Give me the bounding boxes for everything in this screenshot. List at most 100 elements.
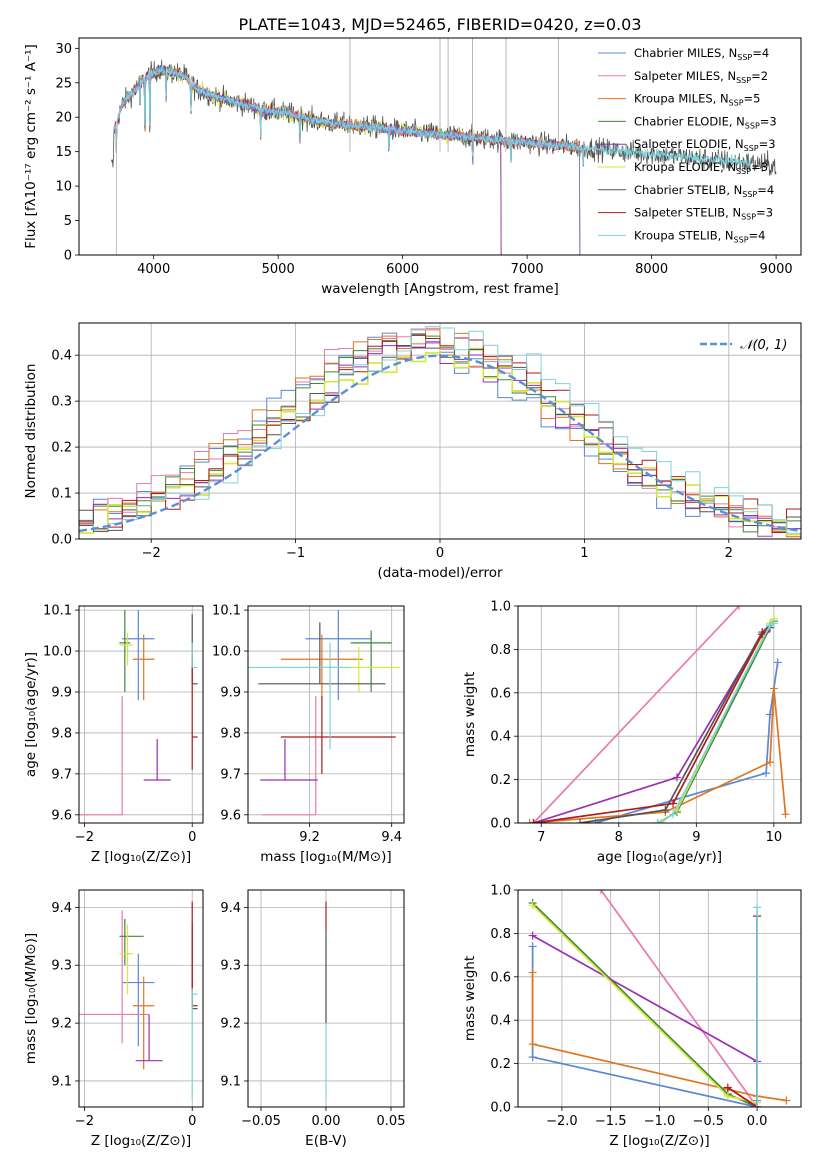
- errorbar-point: [132, 976, 155, 1070]
- panel-residuals: −2 −1 0 1 2 0.0 0.1 0.2 0.3 0.4 (data-model)/error…: [23, 322, 802, 581]
- errorbar-point: [248, 642, 351, 750]
- histogram-kroupa-elodie: [79, 344, 801, 536]
- y-tick-label: 9.4: [51, 901, 72, 916]
- y-tick-label: 20: [55, 111, 72, 126]
- y-tick-label: 9.1: [220, 1074, 241, 1089]
- x-tick-label: 2: [725, 546, 733, 561]
- y-tick-label: 9.7: [220, 767, 241, 782]
- y-axis-label: mass [log₁₀(M/M⊙)]: [23, 933, 39, 1064]
- x-tick-label: −2: [142, 546, 161, 561]
- gaussian-curve: [79, 354, 801, 533]
- y-axis-label: mass weight: [462, 672, 478, 757]
- y-tick-label: 0.6: [490, 686, 511, 701]
- legend-label: Kroupa STELIB, NSSP=4: [634, 228, 765, 244]
- legend-label: Salpeter MILES, NSSP=2: [634, 69, 768, 85]
- weight-line: [533, 627, 771, 823]
- errorbar-point: [143, 739, 171, 781]
- x-tick-label: 5000: [262, 262, 295, 277]
- y-tick-label: 0.2: [490, 1057, 511, 1072]
- y-axis-label: mass weight: [462, 956, 478, 1041]
- x-axis-label: (data-model)/error: [377, 565, 503, 581]
- y-tick-label: 0.0: [51, 533, 72, 548]
- y-tick-label: 9.2: [51, 1017, 72, 1032]
- x-axis-label: mass [log₁₀(M/M⊙)]: [260, 849, 391, 865]
- weight-marker: [734, 606, 743, 610]
- x-tick-label: 0.0: [747, 1114, 768, 1129]
- plot-area: [528, 890, 791, 1107]
- y-tick-label: 25: [55, 76, 72, 91]
- x-tick-label: −2: [75, 830, 94, 845]
- weight-line: [533, 631, 767, 823]
- x-tick-label: −1: [286, 546, 305, 561]
- axes-frame: [517, 605, 802, 824]
- spectrum-line-salpeter-miles: [113, 65, 581, 255]
- x-tick-label: 10: [766, 830, 783, 845]
- errorbar-point: [191, 642, 198, 669]
- x-axis-label: Z [log₁₀(Z/Z⊙)]: [91, 849, 191, 865]
- spectrum-line-kroupa-miles: [113, 66, 581, 255]
- x-tick-label: −1.5: [595, 1114, 627, 1129]
- errorbar-point: [191, 655, 198, 770]
- spectrum-line-chabrier-miles: [113, 65, 581, 255]
- y-tick-label: 1.0: [490, 884, 511, 899]
- weight-marker: [528, 1053, 537, 1062]
- weight-marker: [769, 619, 778, 628]
- residual-legend: 𝒩(0, 1): [700, 338, 787, 353]
- y-tick-label: 9.6: [51, 808, 72, 823]
- y-tick-label: 0.6: [490, 970, 511, 985]
- weight-marker: [781, 810, 790, 819]
- weight-marker: [528, 968, 537, 977]
- histogram-salpeter-stelib: [79, 334, 801, 534]
- weight-marker: [596, 890, 605, 894]
- errorbar-point: [262, 696, 317, 816]
- weight-marker: [782, 1096, 791, 1105]
- x-tick-label: 8000: [635, 262, 668, 277]
- y-tick-label: 9.2: [220, 1017, 241, 1032]
- y-tick-label: 0.0: [490, 817, 511, 832]
- x-axis-label: Z [log₁₀(Z/Z⊙)]: [609, 1133, 709, 1149]
- x-tick-label: 0.00: [312, 1114, 341, 1129]
- weight-line: [532, 606, 740, 823]
- weight-marker: [753, 903, 762, 912]
- plot-area: [248, 610, 400, 816]
- y-tick-label: 1.0: [490, 600, 511, 615]
- weight-line: [595, 662, 779, 823]
- weight-marker: [753, 1103, 762, 1107]
- panel-mass_age: 9.2 9.4 9.6 9.7 9.8 9.9 10.0 10.1 mass [log₁₀(M/…: [212, 604, 405, 865]
- weight-line: [531, 972, 787, 1102]
- y-tick-label: 0.4: [51, 349, 72, 364]
- weight-line: [531, 946, 758, 1107]
- axes-frame: [78, 889, 204, 1108]
- y-tick-label: 0.4: [490, 730, 511, 745]
- spectrum-line-kroupa-stelib: [113, 65, 752, 169]
- errorbar-point: [191, 614, 198, 685]
- weight-line: [600, 890, 758, 1107]
- x-tick-label: 1: [580, 546, 588, 561]
- y-tick-label: 0.2: [51, 441, 72, 456]
- legend-label: Chabrier ELODIE, NSSP=3: [634, 114, 777, 130]
- x-tick-label: 4000: [137, 262, 170, 277]
- y-tick-label: 9.4: [220, 901, 241, 916]
- legend-label: Chabrier STELIB, NSSP=4: [634, 183, 774, 199]
- weight-marker: [773, 658, 782, 667]
- y-tick-label: 0.0: [490, 1101, 511, 1116]
- x-tick-label: 9: [692, 830, 700, 845]
- y-tick-label: 9.1: [51, 1074, 72, 1089]
- weight-marker: [528, 901, 537, 910]
- weight-marker: [525, 819, 534, 823]
- y-tick-label: 10.0: [43, 645, 72, 660]
- x-tick-label: 0.05: [377, 1114, 406, 1129]
- y-axis-label: age [log₁₀(age/yr)]: [23, 652, 39, 777]
- y-tick-label: 10.1: [212, 604, 241, 619]
- x-tick-label: 7: [537, 830, 545, 845]
- histogram-kroupa-stelib: [79, 326, 801, 534]
- weight-marker: [762, 769, 771, 778]
- x-tick-label: −0.05: [241, 1114, 281, 1129]
- y-tick-label: 0.1: [51, 487, 72, 502]
- errorbar-point: [119, 632, 133, 666]
- weight-marker: [653, 819, 662, 823]
- y-tick-label: 0.8: [490, 927, 511, 942]
- weight-marker: [723, 1092, 732, 1101]
- legend-label: Kroupa MILES, NSSP=5: [634, 92, 760, 108]
- x-tick-label: 6000: [386, 262, 419, 277]
